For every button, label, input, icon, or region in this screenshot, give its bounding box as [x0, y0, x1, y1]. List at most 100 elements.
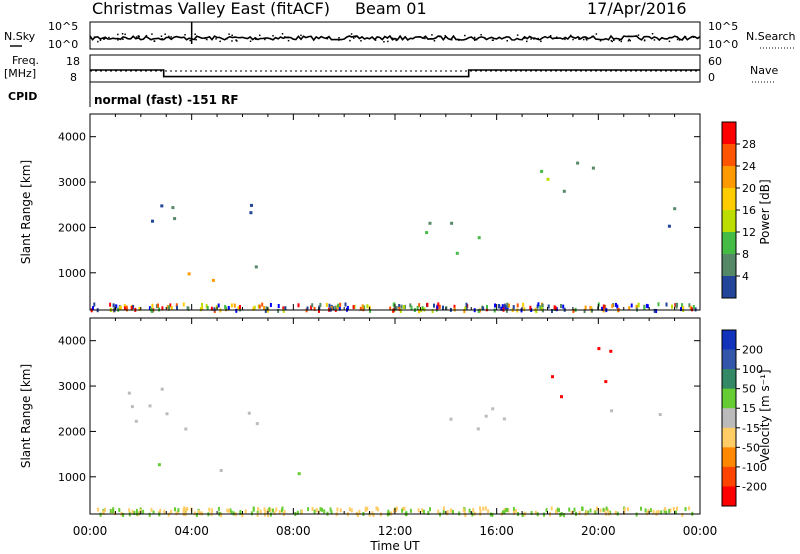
clutter-cell: [208, 507, 211, 512]
clutter-cell: [182, 508, 185, 513]
velocity-colorbar-tick-label: 15: [742, 402, 756, 415]
clutter-cell: [226, 508, 229, 513]
clutter-cell: [596, 506, 598, 511]
noise-point: [97, 40, 99, 43]
clutter-cell: [486, 304, 488, 309]
clutter-cell: [436, 304, 439, 309]
noise-point: [249, 40, 252, 42]
clutter-cell: [361, 304, 364, 309]
clutter-cell: [630, 303, 633, 308]
clutter-cell: [395, 306, 398, 311]
clutter-cell: [464, 513, 467, 517]
clutter-cell: [640, 506, 642, 511]
clutter-cell: [133, 511, 136, 515]
noise-point: [458, 39, 460, 41]
clutter-cell: [442, 506, 445, 511]
noise-point: [204, 37, 206, 40]
clutter-cell: [601, 306, 604, 311]
data-cell: [171, 206, 175, 210]
clutter-cell: [126, 307, 128, 312]
noise-point: [530, 38, 532, 40]
clutter-cell: [545, 508, 548, 513]
clutter-cell: [472, 508, 475, 513]
noise-trace: [89, 22, 701, 44]
clutter-cell: [389, 306, 392, 311]
data-cell: [610, 409, 614, 413]
clutter-cell: [550, 506, 553, 511]
clutter-cell: [387, 509, 390, 514]
clutter-cell: [300, 509, 303, 514]
clutter-cell: [487, 509, 490, 514]
clutter-cell: [572, 309, 575, 313]
data-cell: [249, 211, 253, 215]
clutter-cell: [241, 513, 244, 518]
data-cell: [450, 221, 454, 225]
clutter-cell: [543, 512, 545, 517]
clutter-cell: [643, 306, 646, 311]
data-cell: [560, 395, 563, 399]
clutter-cell: [547, 304, 550, 309]
clutter-cell: [138, 307, 141, 311]
clutter-cell: [151, 303, 154, 308]
nave-label: Nave: [750, 64, 778, 77]
clutter-cell: [395, 508, 398, 512]
clutter-cell: [529, 305, 532, 310]
clutter-cell: [452, 510, 454, 515]
clutter-cell: [506, 302, 509, 307]
noise-point: [516, 34, 519, 36]
clutter-cell: [132, 304, 135, 309]
clutter-cell: [505, 308, 508, 313]
clutter-cell: [442, 305, 444, 310]
power-colorbar: 28 24 20 16 12 8 4: [721, 121, 756, 299]
data-cell: [484, 414, 488, 418]
power-ylabel: Slant Range [km]: [19, 160, 33, 264]
noise-point: [491, 39, 494, 41]
noise-point: [287, 39, 290, 42]
clutter-cell: [591, 308, 593, 313]
clutter-cell: [197, 510, 200, 514]
clutter-cell: [195, 512, 198, 517]
noise-point: [583, 38, 585, 41]
data-cell: [576, 161, 580, 165]
clutter-cell: [570, 510, 573, 515]
clutter-cell: [344, 302, 347, 307]
clutter-cell: [468, 508, 471, 513]
nave-tick-bottom: 0: [708, 71, 715, 84]
clutter-cell: [421, 306, 424, 311]
noise-point: [506, 40, 508, 42]
noise-point: [549, 35, 552, 37]
x-tick-label: 08:00: [276, 524, 311, 538]
noise-point: [651, 33, 654, 35]
clutter-cell: [417, 508, 420, 513]
clutter-cell: [104, 507, 106, 512]
clutter-cell: [611, 304, 614, 309]
clutter-cell: [169, 303, 172, 308]
cpid-text: normal (fast) -151 RF: [94, 93, 239, 107]
velocity-colorbar: 200 100 50 15 -15 -50 -100 -200: [721, 329, 767, 507]
y-tick-label: 1000: [58, 267, 86, 280]
clutter-cell: [626, 507, 629, 512]
clutter-cell: [449, 508, 452, 513]
clutter-cell: [585, 510, 588, 515]
clutter-cell: [92, 306, 94, 311]
clutter-cell: [498, 304, 500, 308]
noise-point: [653, 39, 656, 41]
noise-point: [476, 38, 478, 41]
clutter-cell: [239, 307, 242, 312]
data-cell: [597, 347, 601, 351]
clutter-cell: [514, 508, 517, 513]
clutter-cell: [227, 306, 230, 310]
clutter-cell: [118, 508, 121, 512]
clutter-cell: [174, 507, 176, 512]
data-cell: [425, 231, 429, 235]
clutter-cell: [534, 510, 537, 515]
clutter-cell: [422, 509, 425, 514]
data-cell: [157, 463, 161, 467]
clutter-cell: [313, 306, 316, 311]
noise-point: [611, 40, 613, 43]
clutter-cell: [562, 304, 565, 309]
clutter-cell: [555, 307, 558, 312]
data-cell: [127, 391, 131, 395]
clutter-cell: [272, 508, 274, 513]
clutter-cell: [573, 507, 576, 512]
